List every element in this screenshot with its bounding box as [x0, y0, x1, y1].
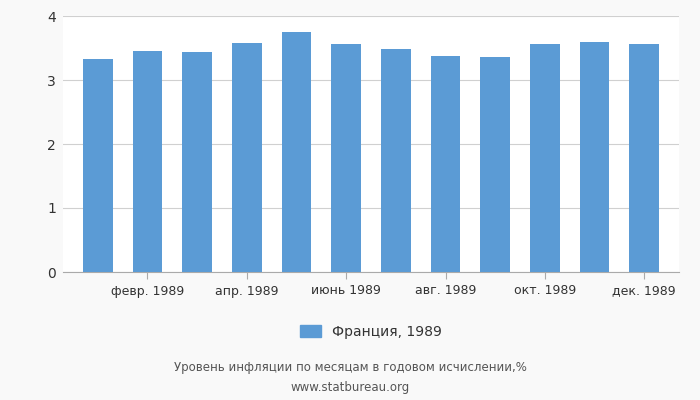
Bar [182, 52, 212, 272]
Bar [232, 43, 262, 272]
Bar [132, 51, 162, 272]
Legend: Франция, 1989: Франция, 1989 [300, 325, 442, 339]
Bar [83, 59, 113, 272]
Bar [629, 44, 659, 272]
Bar [530, 44, 560, 272]
Text: Уровень инфляции по месяцам в годовом исчислении,%
www.statbureau.org: Уровень инфляции по месяцам в годовом ис… [174, 362, 526, 394]
Bar [430, 56, 461, 272]
Bar [281, 32, 312, 272]
Bar [381, 49, 411, 272]
Bar [331, 44, 361, 272]
Bar [580, 42, 610, 272]
Bar [480, 57, 510, 272]
